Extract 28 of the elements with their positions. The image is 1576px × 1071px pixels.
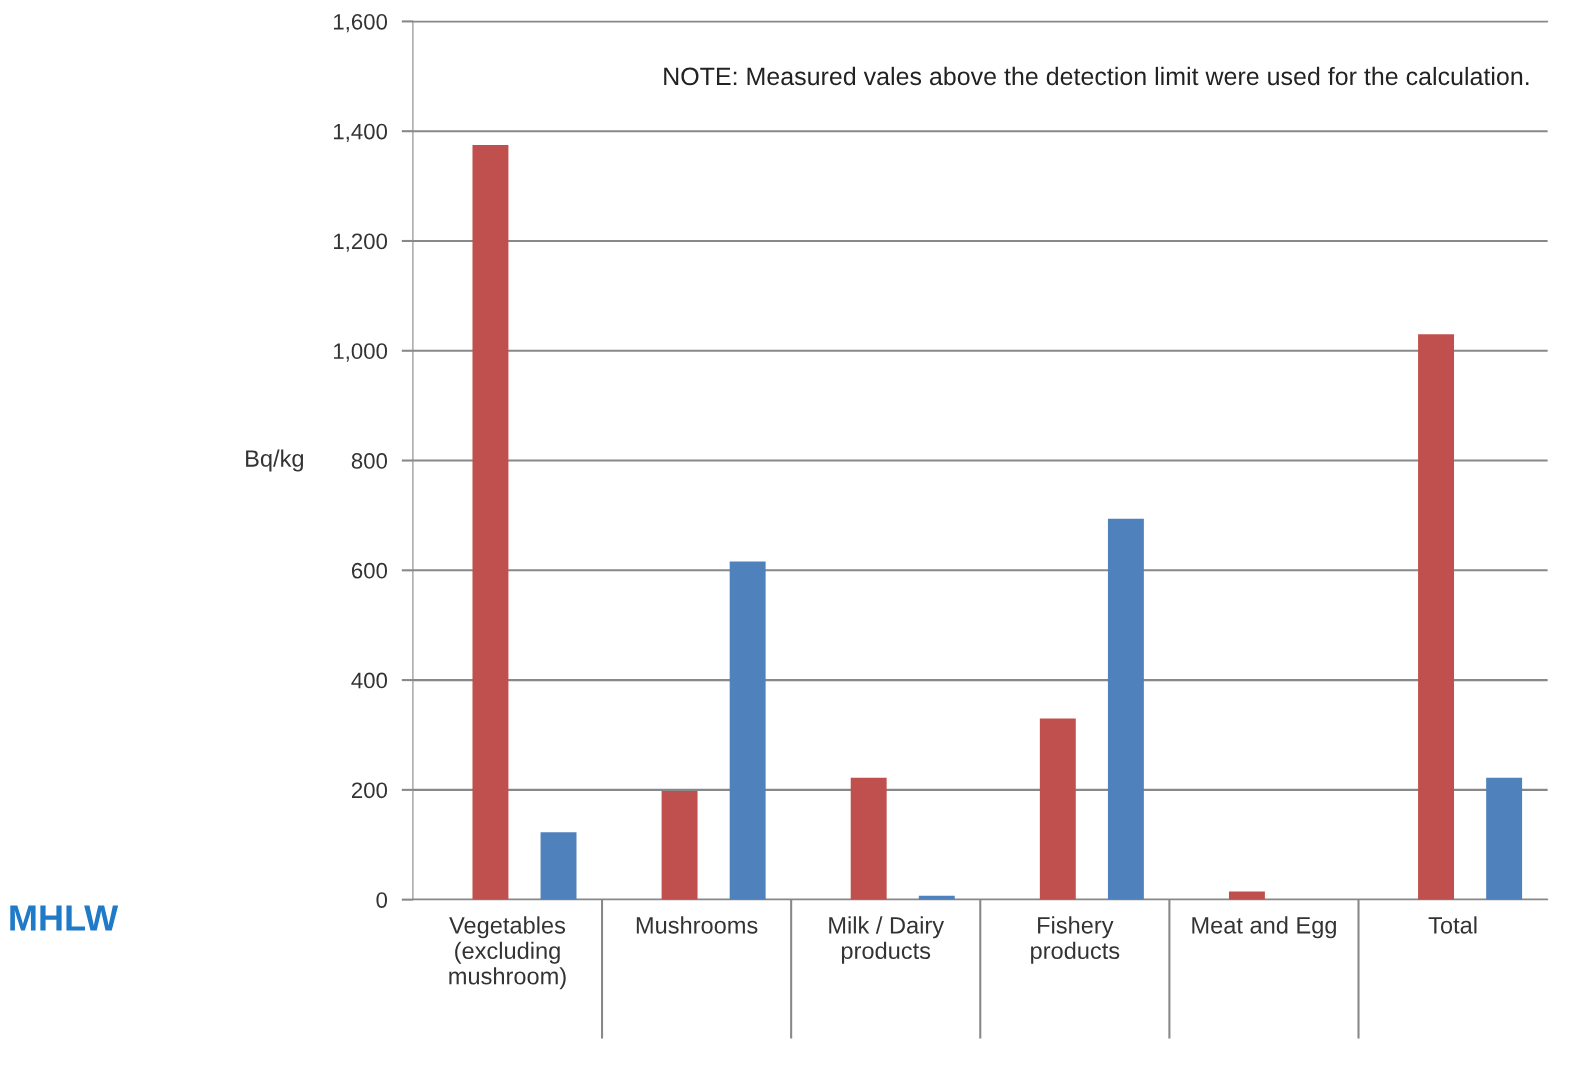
- x-tick-label: Meat and Egg: [1192, 916, 1336, 939]
- x-tick-label: Fishery products: [1031, 916, 1120, 964]
- x-tick-label: Mushrooms: [636, 916, 758, 934]
- bar: [661, 790, 698, 900]
- annotation: NOTE: Measured vales above the detection limit were used for the calculation.: [664, 66, 1529, 86]
- bar: [1228, 891, 1265, 900]
- y-tick-label: 200: [351, 782, 388, 799]
- text: MHLW: [10, 905, 119, 931]
- y-tick-label: 400: [351, 672, 388, 689]
- x-tick-label: Milk / Dairy products: [829, 916, 945, 964]
- bar: [729, 561, 766, 900]
- bar: [540, 832, 577, 900]
- bar: [1039, 718, 1076, 900]
- bar: [850, 777, 887, 900]
- y-axis-title: Bq/kg: [246, 449, 304, 472]
- x-tick-label: Vegetables (excluding mushroom): [449, 916, 566, 990]
- y-tick-label: 800: [351, 453, 388, 469]
- bar: [1486, 777, 1523, 900]
- y-tick-label: 1,000: [334, 343, 388, 362]
- bar: [1418, 334, 1455, 900]
- y-tick-label: 1,200: [334, 233, 388, 252]
- bar: [1107, 518, 1144, 900]
- y-tick-label: 0: [376, 892, 388, 908]
- y-tick-label: 600: [351, 562, 388, 579]
- y-tick-label: 1,400: [334, 123, 388, 143]
- x-tick-label: Total: [1428, 916, 1477, 934]
- y-tick-label: 1,600: [334, 13, 388, 33]
- bar: [472, 144, 509, 900]
